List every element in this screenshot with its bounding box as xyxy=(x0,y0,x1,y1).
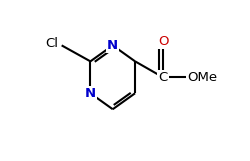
Text: OMe: OMe xyxy=(186,71,216,84)
Text: O: O xyxy=(157,35,168,48)
Text: Cl: Cl xyxy=(45,37,58,50)
Text: N: N xyxy=(107,39,118,52)
Text: N: N xyxy=(84,87,96,100)
Text: C: C xyxy=(158,71,167,84)
